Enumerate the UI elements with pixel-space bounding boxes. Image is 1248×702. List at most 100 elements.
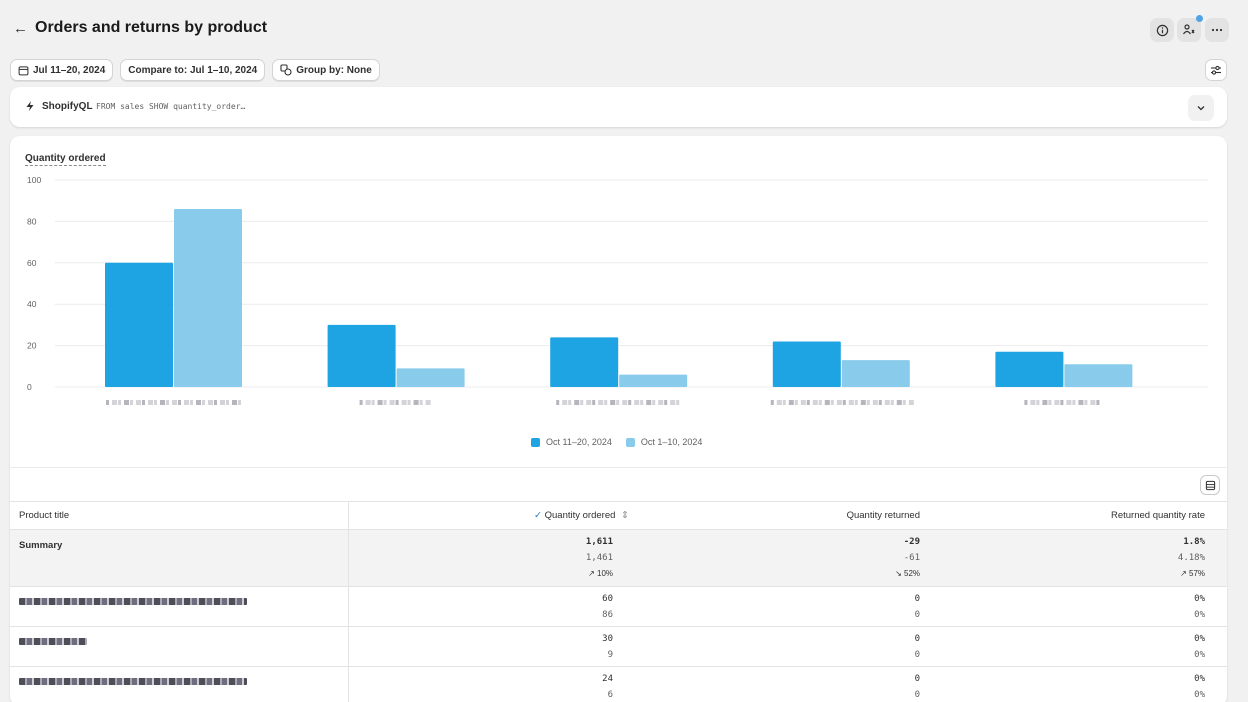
summary-ordered-change: ↗ 10% [588,569,613,578]
redacted-category-label [794,400,798,405]
redacted-category-label [676,400,680,405]
bar-current[interactable] [327,324,396,387]
summary-returned-change: ↘ 52% [895,569,920,578]
redacted-category-label [166,400,169,405]
rate-cell: 0% 0% [920,586,1227,627]
table-row[interactable]: 60 86 0 0 0% 0% [10,586,1227,627]
ordered-previous: 86 [602,610,613,620]
bar-current[interactable] [772,341,841,387]
expand-query-button[interactable] [1188,95,1214,121]
info-icon [1156,24,1168,36]
redacted-category-label [1042,400,1048,405]
y-tick-label: 100 [27,175,41,185]
summary-ordered-previous: 1,461 [585,553,613,563]
redacted-category-label [383,400,387,405]
redacted-category-label [1090,400,1096,405]
sparkle-people-icon [1183,24,1195,35]
calendar-icon [18,65,29,75]
compare-button[interactable]: Compare to: Jul 1–10, 2024 [120,59,266,81]
legend-item-current[interactable]: Oct 11–20, 2024 [531,437,612,447]
redacted-product-title [19,598,247,605]
bar-compare[interactable] [841,360,910,387]
chart-title[interactable]: Quantity ordered [25,153,106,166]
redacted-category-label [178,400,181,405]
redacted-category-label [419,400,423,405]
bar-compare[interactable] [619,374,688,387]
redacted-category-label [238,400,241,405]
bar-compare[interactable] [174,208,242,387]
redacted-category-label [208,400,213,405]
redacted-category-label [1096,400,1100,405]
visualization-settings-button[interactable] [1205,59,1227,81]
redacted-category-label [413,400,419,405]
product-title-cell[interactable] [10,626,349,667]
date-range-button[interactable]: Jul 11–20, 2024 [10,59,114,81]
redacted-category-label [610,400,616,405]
bar-compare[interactable] [1064,364,1133,387]
redacted-category-label [106,400,109,405]
sidekick-button[interactable] [1177,15,1203,42]
redacted-category-label [902,400,906,405]
redacted-category-label [670,400,676,405]
y-tick-label: 60 [27,258,37,268]
redacted-category-label [824,400,830,405]
table-view-button[interactable] [1200,475,1220,495]
product-title-cell[interactable] [10,586,349,627]
summary-ordered-current: 1,611 [585,537,613,547]
redacted-category-label [640,400,644,405]
redacted-category-label [884,400,890,405]
redacted-category-label [425,400,431,405]
lightning-icon [26,101,34,111]
legend-swatch-compare [625,437,635,447]
data-table: Product title ✓ Quantity ordered ⇕ Quant… [10,501,1227,702]
sorted-check-icon: ✓ [534,510,542,521]
table-icon [1205,480,1215,490]
table-row[interactable]: 24 6 0 0 0% 0% [10,666,1227,702]
page-title: Orders and returns by product [35,19,268,36]
redacted-category-label [202,400,205,405]
column-header-rate[interactable]: Returned quantity rate [920,501,1227,530]
redacted-category-label [664,400,668,405]
summary-rate-cell: 1.8% 4.18% ↗ 57% [920,529,1227,587]
summary-ordered-cell: 1,611 1,461 ↗ 10% [348,529,633,587]
table-row[interactable]: 30 9 0 0 0% 0% [10,626,1227,667]
shopifyql-editor[interactable]: ShopifyQL FROM sales SHOW quantity_order… [10,87,1227,127]
redacted-category-label [866,400,870,405]
returned-previous: 0 [914,690,920,700]
legend-item-compare[interactable]: Oct 1–10, 2024 [625,437,702,447]
more-actions-button[interactable] [1205,18,1229,42]
redacted-category-label [622,400,628,405]
returned-previous: 0 [914,610,920,620]
returned-cell: 0 0 [633,666,920,702]
query-text[interactable]: FROM sales SHOW quantity_order… [96,102,246,111]
group-by-button[interactable]: Group by: None [272,59,380,81]
redacted-category-label [1072,400,1076,405]
redacted-category-label [818,400,822,405]
column-header-product[interactable]: Product title [10,501,349,530]
ordered-current: 60 [602,594,613,604]
ellipsis-icon [1211,28,1223,32]
summary-returned-previous: -61 [903,553,920,563]
bar-current[interactable] [995,351,1064,387]
redacted-category-label [136,400,141,405]
redacted-category-label [848,400,854,405]
returned-cell: 0 0 [633,626,920,667]
redacted-category-label [142,400,145,405]
bar-current[interactable] [105,262,173,387]
redacted-category-label [377,400,383,405]
redacted-category-label [407,400,411,405]
bar-compare[interactable] [396,368,465,387]
redacted-category-label [788,400,794,405]
product-title-cell[interactable] [10,666,349,702]
back-arrow-icon[interactable]: ← [13,20,28,37]
bar-current[interactable] [550,337,619,387]
returned-cell: 0 0 [633,586,920,627]
redacted-category-label [1024,400,1028,405]
redacted-category-label [148,400,153,405]
column-header-ordered-label: Quantity ordered [544,510,616,521]
column-header-returned[interactable]: Quantity returned [633,501,920,530]
compare-label: Compare to: Jul 1–10, 2024 [128,64,258,76]
column-header-ordered[interactable]: ✓ Quantity ordered ⇕ [348,501,633,530]
sort-icon: ⇕ [621,510,629,521]
info-button[interactable] [1150,18,1174,42]
